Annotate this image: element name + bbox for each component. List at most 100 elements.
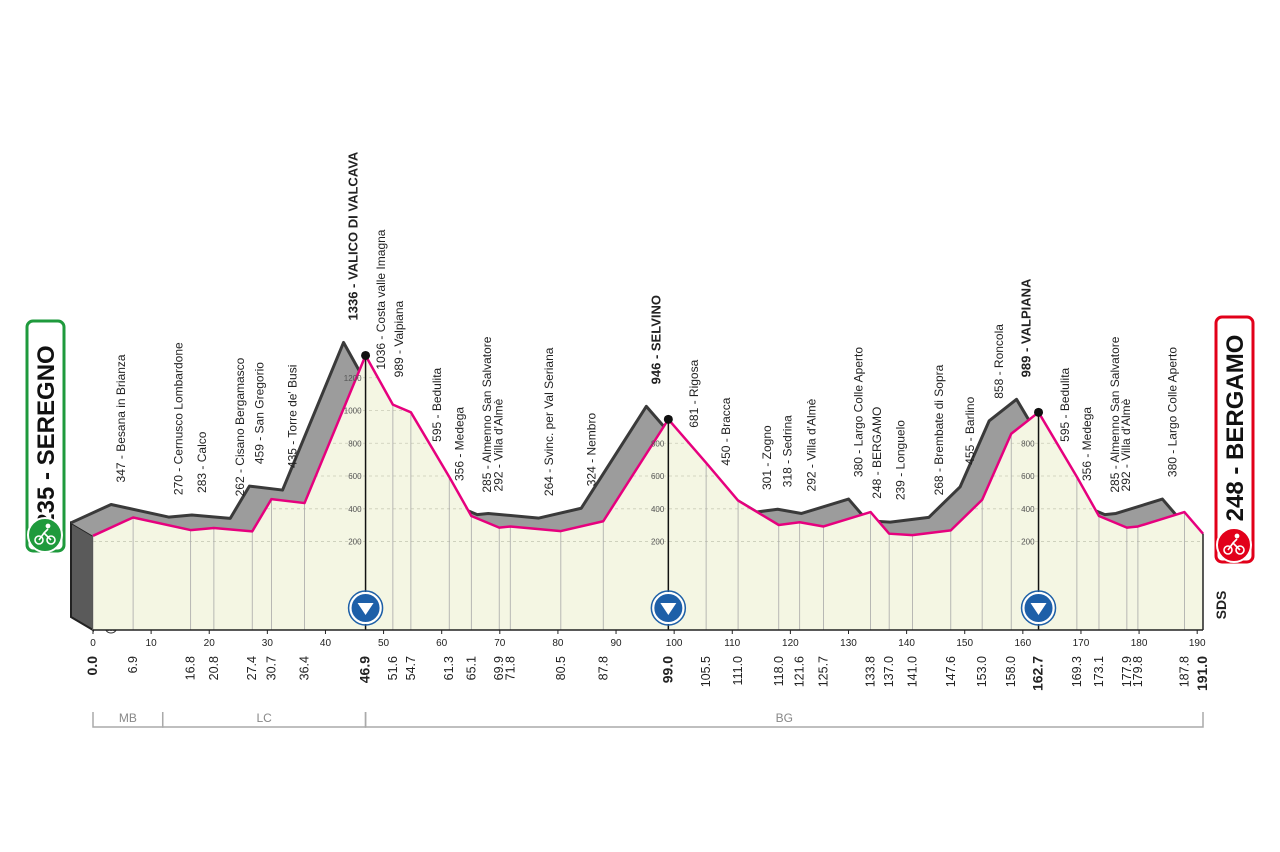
waypoint-label: 455 - Barlino <box>963 396 977 464</box>
x-tick-label: 190 <box>1189 638 1206 649</box>
km-label: 118.0 <box>772 656 786 686</box>
y-tick-label: 600 <box>1021 472 1035 481</box>
relief-shading <box>71 342 1203 536</box>
x-tick-label: 20 <box>204 638 216 649</box>
km-label: 147.6 <box>944 656 958 687</box>
summit-label: 989 - VALPIANA <box>1019 278 1034 377</box>
waypoint-label: 459 - San Gregorio <box>252 362 266 464</box>
province-bracket <box>364 712 1204 728</box>
km-label: 177.9 <box>1120 656 1134 687</box>
x-tick-label: 0 <box>90 638 96 649</box>
profile-side <box>70 521 94 632</box>
x-tick-label: 90 <box>610 638 622 649</box>
km-label: 6.9 <box>126 656 140 673</box>
y-tick-label: 600 <box>651 472 665 481</box>
cyclist-icon <box>1223 533 1245 555</box>
km-label: 111.0 <box>731 656 745 685</box>
waypoint-label: 285 - Almenno San Salvatore <box>1108 336 1122 492</box>
start-label: 235 - SEREGNO <box>33 345 60 526</box>
kom-marker-arrow <box>357 603 374 615</box>
km-label: 158.0 <box>1004 656 1018 687</box>
km-label: 20.8 <box>207 656 221 680</box>
km-label: 36.4 <box>298 656 312 680</box>
km-label: 141.0 <box>905 656 919 687</box>
waypoint-label: 324 - Nembro <box>584 413 598 487</box>
waypoint-label: 380 - Largo Colle Aperto <box>852 347 866 477</box>
kom-marker-ring <box>347 590 384 626</box>
x-tick-label: 150 <box>956 638 973 649</box>
y-tick-label: 200 <box>348 538 362 547</box>
summit-label: 1336 - VALICO DI VALCAVA <box>346 151 361 320</box>
y-tick-label: 800 <box>1021 439 1035 448</box>
km-label: 99.0 <box>659 656 675 683</box>
km-label: 54.7 <box>404 656 418 680</box>
waypoint-label: 347 - Besana in Brianza <box>114 354 128 482</box>
y-tick-label: 400 <box>348 505 362 514</box>
km-label: 121.6 <box>793 656 807 687</box>
km-label: 27.4 <box>245 656 259 680</box>
y-tick-label: 800 <box>348 439 362 448</box>
kom-marker-arrow <box>1030 603 1047 615</box>
waypoint-label: 858 - Roncola <box>992 324 1006 399</box>
province-label: BG <box>776 711 793 725</box>
x-tick-label: 10 <box>146 638 158 649</box>
x-tick-label: 40 <box>320 638 332 649</box>
x-tick-label: 120 <box>782 638 799 649</box>
waypoint-label: 301 - Zogno <box>760 425 774 490</box>
km-label: 169.3 <box>1070 656 1084 687</box>
km-label: 16.8 <box>184 656 198 680</box>
waypoint-label: 285 - Almenno San Salvatore <box>480 336 494 492</box>
waypoint-label: 380 - Largo Colle Aperto <box>1165 347 1179 477</box>
x-tick-label: 110 <box>724 638 740 649</box>
waypoint-label: 264 - Svinc. per Val Seriana <box>542 347 556 496</box>
x-tick-label: 70 <box>494 638 506 649</box>
waypoint-label: 1036 - Costa valle Imagna <box>374 229 388 369</box>
waypoint-label: 356 - Medega <box>452 407 466 481</box>
x-tick-label: 170 <box>1073 638 1090 649</box>
kom-marker-ring <box>1020 590 1057 626</box>
x-tick-label: 30 <box>262 638 274 649</box>
waypoint-label: 270 - Cernusco Lombardone <box>172 342 186 495</box>
kom-marker-arrow <box>660 603 677 615</box>
y-tick-label: 1200 <box>344 374 362 383</box>
waypoint-label: 318 - Sedrina <box>781 415 795 487</box>
province-label: MB <box>119 711 137 725</box>
y-tick-label: 200 <box>1021 538 1035 547</box>
y-tick-label: 400 <box>1021 505 1035 514</box>
x-tick-label: 130 <box>840 638 857 649</box>
waypoint-label: 681 - Rigosa <box>687 359 701 427</box>
waypoint-label: 595 - Bedulita <box>430 367 444 441</box>
kom-dot <box>1034 407 1044 417</box>
km-label: 133.8 <box>864 656 878 687</box>
waypoint-label: 450 - Bracca <box>719 397 733 465</box>
x-tick-label: 60 <box>436 638 448 649</box>
km-label: 137.0 <box>882 656 896 687</box>
km-label: 162.7 <box>1030 656 1046 691</box>
km-label: 179.8 <box>1131 656 1145 687</box>
waypoint-label: 292 - Villa d'Almè <box>1119 398 1133 491</box>
waypoint-label: 283 - Calco <box>195 431 209 493</box>
x-tick-label: 80 <box>552 638 564 649</box>
x-tick-label: 180 <box>1131 638 1148 649</box>
finish-label: 248 - BERGAMO <box>1222 335 1249 522</box>
km-label: 51.6 <box>386 656 400 680</box>
summit-label: 946 - SELVINO <box>648 295 663 384</box>
km-label: 191.0 <box>1194 656 1210 691</box>
km-label: 105.5 <box>699 656 713 687</box>
profile-face <box>93 355 1203 630</box>
waypoint-label: 292 - Villa d'Almè <box>805 398 819 491</box>
waypoint-label: 248 - BERGAMO <box>870 407 884 499</box>
km-label: 187.8 <box>1177 656 1191 687</box>
waypoint-label: 356 - Medega <box>1080 407 1094 481</box>
logo: SDS <box>1213 591 1229 620</box>
x-tick-label: 140 <box>898 638 915 649</box>
y-tick-label: 800 <box>651 439 665 448</box>
waypoint-label: 239 - Longuelo <box>893 420 907 500</box>
waypoint-label: 292 - Villa d'Almè <box>491 398 505 491</box>
y-tick-label: 600 <box>348 472 362 481</box>
km-label: 71.8 <box>503 656 517 680</box>
kom-dot <box>663 414 673 424</box>
km-label: 153.0 <box>975 656 989 687</box>
waypoint-label: 989 - Valpiana <box>392 300 406 377</box>
